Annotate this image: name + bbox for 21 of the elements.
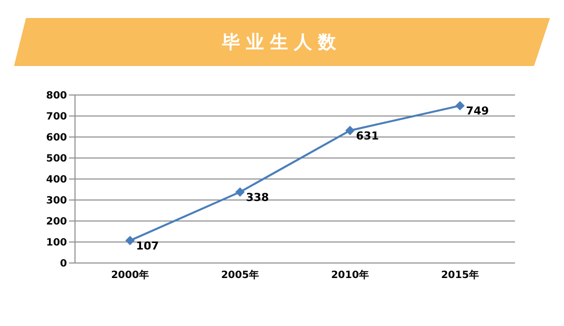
y-tick-label: 100: [46, 238, 68, 249]
y-tick-label: 300: [46, 196, 68, 207]
y-tick-label: 200: [46, 216, 68, 228]
point: [456, 101, 464, 110]
data-label: 749: [466, 104, 489, 118]
y-tick-label: 600: [46, 132, 68, 144]
data-label: 107: [136, 240, 159, 253]
y-tick-label: 800: [46, 90, 68, 102]
x-tick-label: 2010年: [331, 269, 369, 282]
x-tick-label: 2015年: [441, 269, 479, 282]
point: [126, 236, 134, 246]
point: [346, 126, 354, 135]
point: [236, 188, 244, 197]
x-tick-label: 2000年: [111, 269, 149, 282]
data-label: 631: [356, 129, 379, 142]
x-tick-label: 2005年: [221, 269, 259, 282]
y-tick-label: 0: [60, 258, 68, 270]
y-tick-label: 400: [46, 174, 68, 186]
data-label: 338: [246, 191, 269, 204]
y-tick-label: 500: [46, 154, 68, 165]
y-tick-label: 700: [46, 112, 68, 123]
